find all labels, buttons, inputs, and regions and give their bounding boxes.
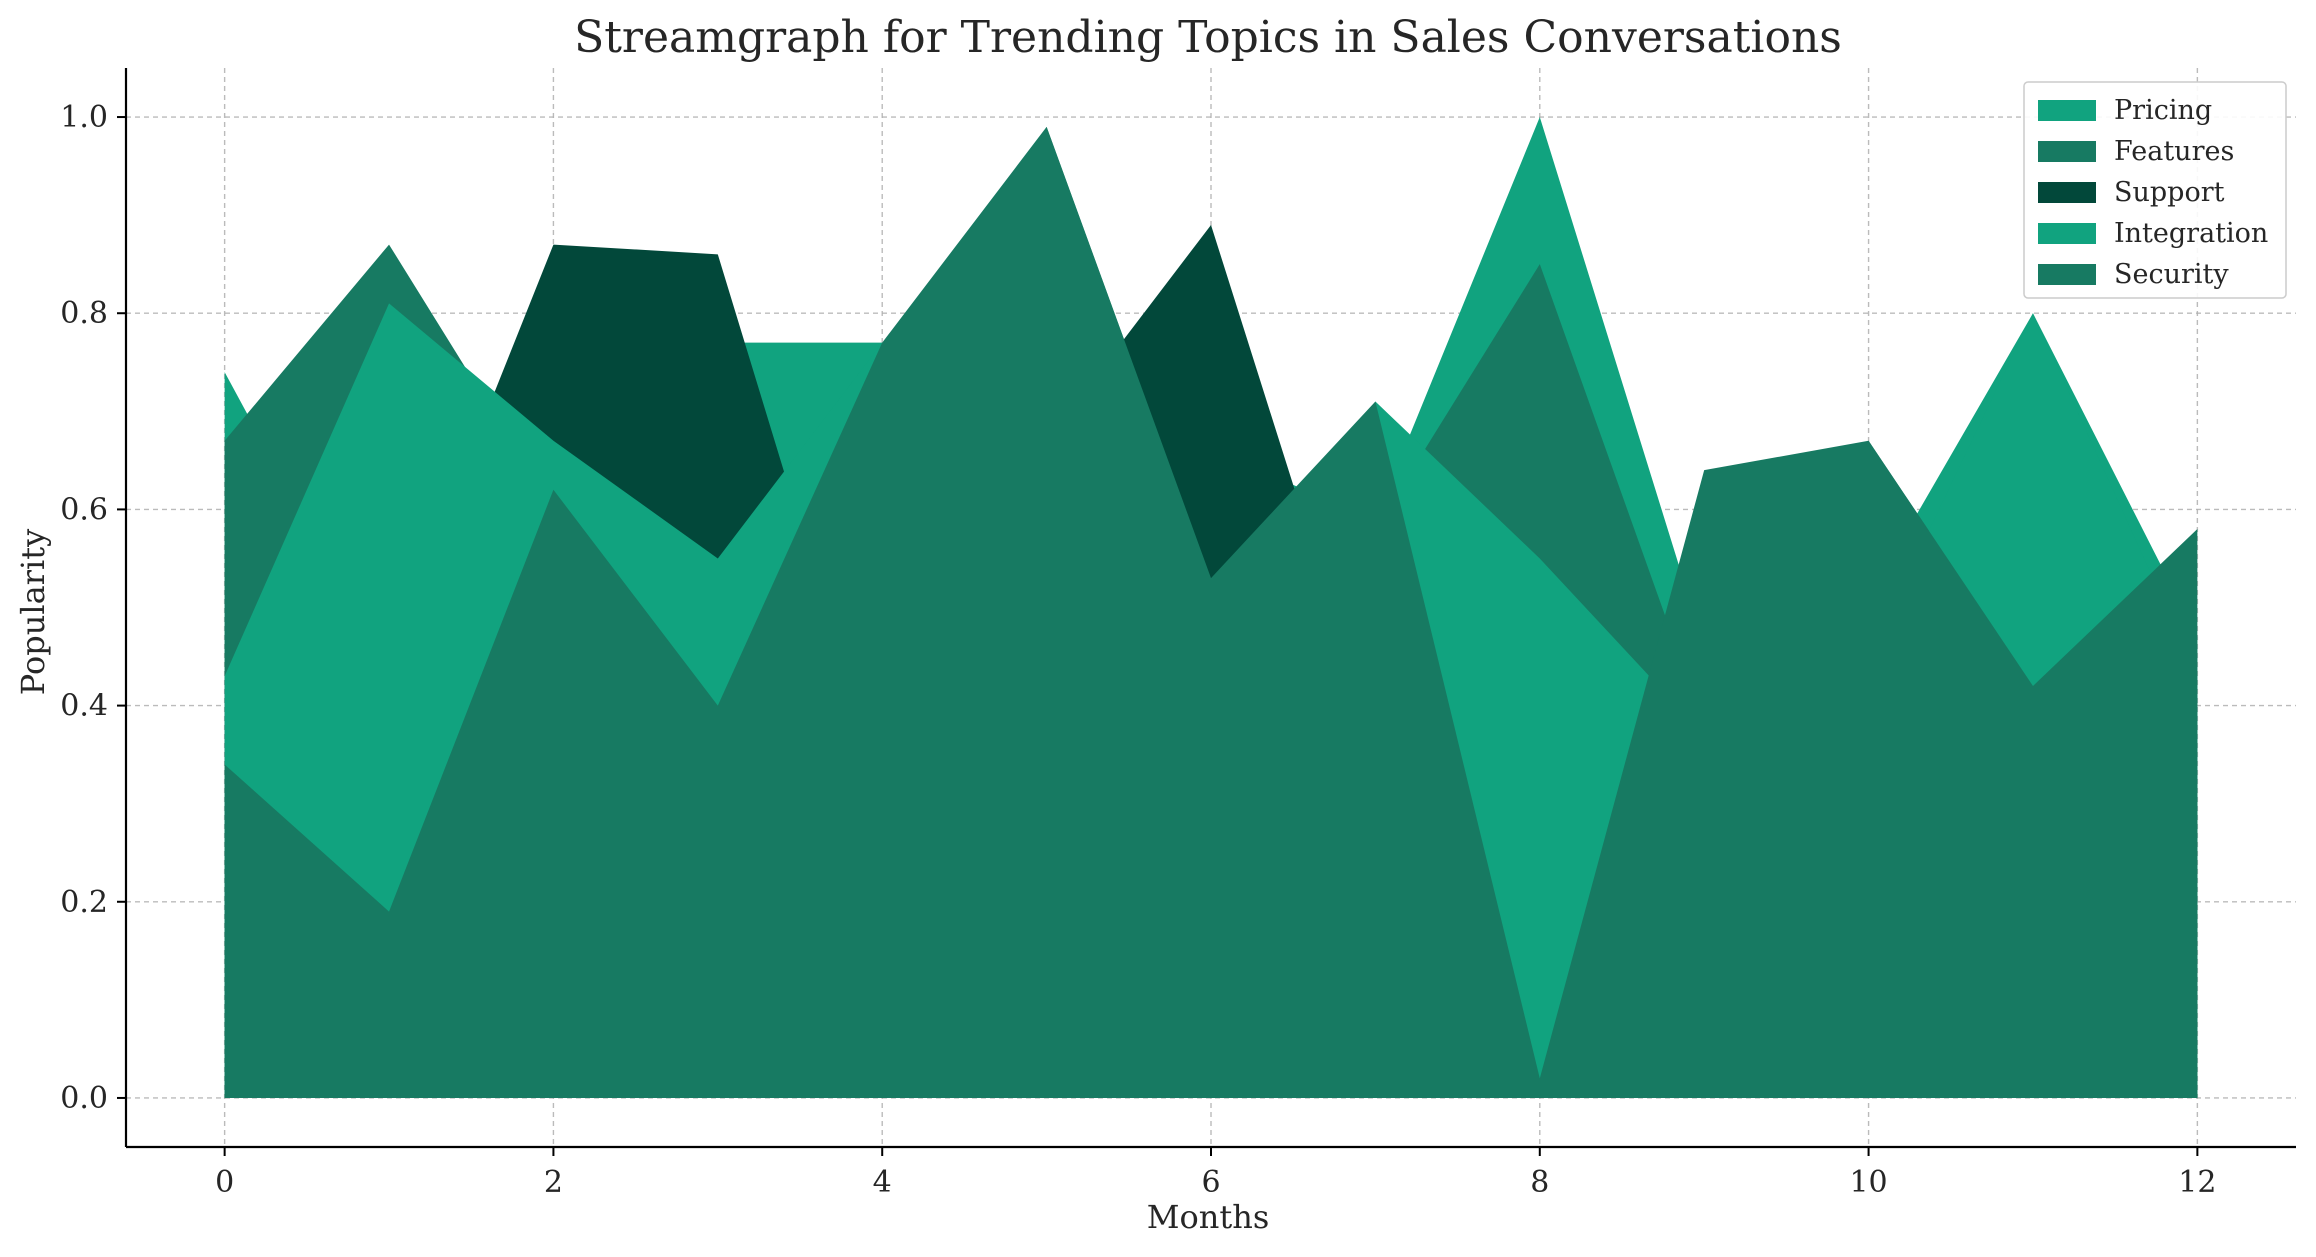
legend-swatch-features — [2038, 141, 2096, 162]
chart-title: Streamgraph for Trending Topics in Sales… — [574, 12, 1842, 63]
y-tick-label: 0.8 — [60, 296, 108, 331]
x-tick-label: 0 — [215, 1165, 234, 1200]
y-axis-title: Popularity — [14, 529, 52, 695]
legend-swatch-pricing — [2038, 100, 2096, 121]
legend-label-pricing: Pricing — [2114, 95, 2212, 126]
legend-swatch-security — [2038, 264, 2096, 285]
y-tick-label: 0.2 — [60, 885, 108, 920]
series-area-security — [224, 126, 2198, 1098]
legend-label-features: Features — [2114, 136, 2234, 167]
y-tick-label: 0.6 — [60, 492, 108, 527]
x-tick-label: 8 — [1530, 1165, 1549, 1200]
legend-swatch-support — [2038, 182, 2096, 203]
y-tick-label: 0.4 — [60, 689, 108, 724]
x-tick-label: 6 — [1201, 1165, 1220, 1200]
legend-label-support: Support — [2114, 177, 2225, 208]
legend-swatch-integration — [2038, 223, 2096, 244]
legend: Pricing Features Support Integration Securit… — [2023, 81, 2287, 299]
series-layer — [224, 117, 2198, 1098]
x-tick-label: 4 — [873, 1165, 892, 1200]
y-tick-label: 1.0 — [60, 100, 108, 135]
x-axis-title: Months — [1147, 1198, 1270, 1236]
axes-layer: 0 2 4 6 8 10 12 0.0 0.2 0.4 0.6 0.8 1.0 — [60, 68, 2296, 1200]
x-tick-label: 2 — [544, 1165, 563, 1200]
legend-label-integration: Integration — [2114, 218, 2268, 249]
legend-label-security: Security — [2114, 259, 2229, 290]
x-tick-label: 12 — [2178, 1165, 2216, 1200]
y-tick-label: 0.0 — [60, 1081, 108, 1116]
x-tick-label: 10 — [1849, 1165, 1887, 1200]
